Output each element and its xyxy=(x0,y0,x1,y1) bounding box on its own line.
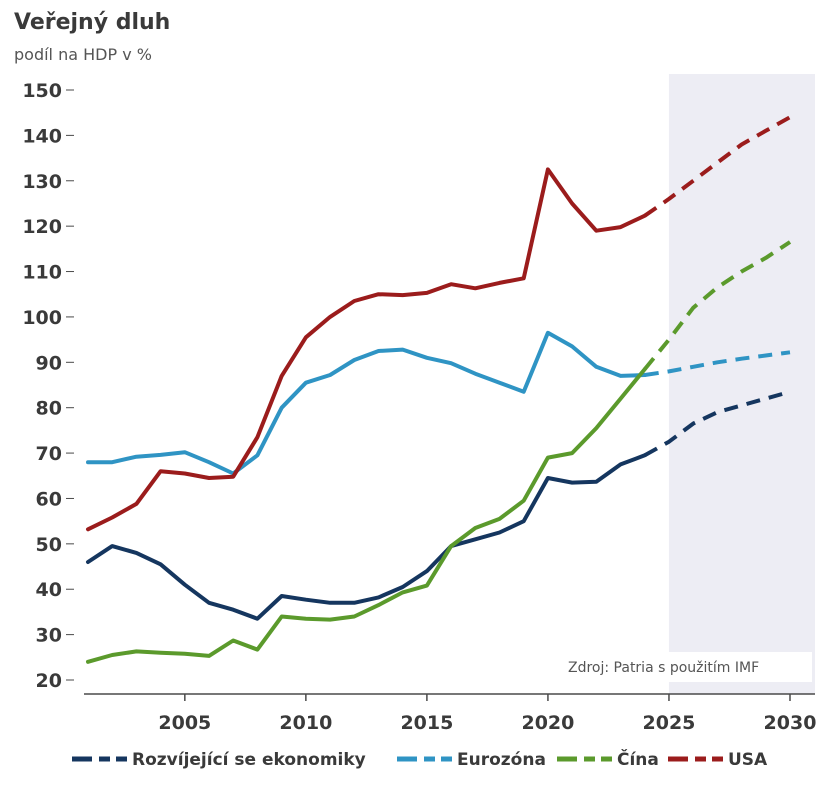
y-tick-label: 120 xyxy=(22,216,62,238)
series-line-eurozona xyxy=(86,330,647,476)
y-tick-label: 130 xyxy=(22,171,62,193)
x-tick-label: 2025 xyxy=(643,712,696,734)
legend-item: USA xyxy=(668,750,768,770)
series-forecast-usa xyxy=(643,115,791,218)
y-tick-label: 110 xyxy=(22,262,62,284)
series-forecast-cina xyxy=(643,240,792,371)
y-tick-label: 140 xyxy=(22,125,62,147)
legend-item: Čína xyxy=(557,748,659,770)
x-tick-label: 2005 xyxy=(158,712,211,734)
series-forecast-rozvijejici-se-ekonomiky xyxy=(643,389,791,458)
legend-label: Rozvíjející se ekonomiky xyxy=(132,750,366,770)
y-tick-label: 40 xyxy=(36,579,62,601)
y-tick-label: 50 xyxy=(36,534,62,556)
x-tick-label: 2015 xyxy=(400,712,453,734)
y-tick-label: 70 xyxy=(36,443,62,465)
legend-label: USA xyxy=(728,750,768,770)
y-tick-label: 150 xyxy=(22,80,62,102)
x-tick-label: 2020 xyxy=(521,712,574,734)
y-tick-label: 60 xyxy=(36,488,62,510)
x-tick-label: 2010 xyxy=(279,712,332,734)
series-line-rozvijejici-se-ekonomiky xyxy=(86,453,647,621)
forecast-region xyxy=(668,74,815,694)
y-tick-label: 20 xyxy=(36,670,62,692)
legend-item: Rozvíjející se ekonomiky xyxy=(72,750,366,770)
chart-title: Veřejný dluh xyxy=(14,10,171,35)
y-tick-label: 80 xyxy=(36,398,62,420)
legend-item: Eurozóna xyxy=(397,750,546,770)
series-line-cina xyxy=(86,367,647,664)
legend-label: Eurozóna xyxy=(457,750,546,770)
source-note: Zdroj: Patria s použitím IMF xyxy=(568,660,759,676)
chart-subtitle: podíl na HDP v % xyxy=(14,45,152,64)
source-box xyxy=(556,652,812,682)
y-tick-label: 30 xyxy=(36,625,62,647)
series-line-usa xyxy=(86,167,647,532)
y-tick-label: 100 xyxy=(22,307,62,329)
series-forecast-eurozona xyxy=(644,350,791,377)
x-tick-label: 2030 xyxy=(764,712,817,734)
legend-label: Čína xyxy=(617,748,659,770)
y-tick-label: 90 xyxy=(36,352,62,374)
